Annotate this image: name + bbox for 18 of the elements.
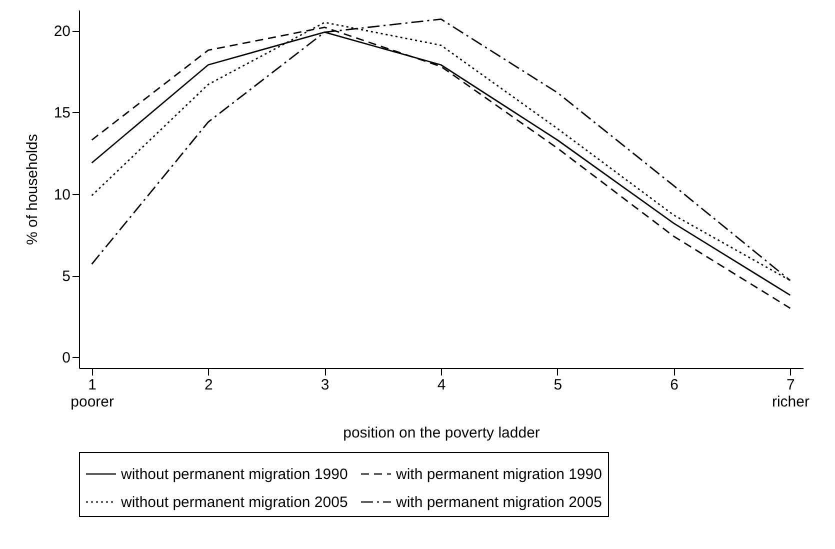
y-tick-label: 20 (54, 23, 70, 40)
legend-label: with permanent migration 2005 (395, 494, 602, 511)
y-tick-label: 10 (54, 186, 70, 204)
x-tick-label: 3 (320, 376, 330, 394)
y-tick-label: 0 (62, 350, 70, 367)
x-tick-label: 4 (437, 376, 446, 394)
x-tick-label: 7 richer (772, 376, 810, 410)
y-axis-title: % of households (24, 134, 41, 245)
x-tick-label: 2 (204, 376, 213, 394)
x-axis-title: position on the poverty ladder (343, 424, 540, 442)
legend-label: without permanent migration 1990 (120, 466, 348, 483)
x-tick-label: 6 (670, 376, 678, 394)
x-tick-label: 5 (554, 376, 562, 394)
legend-label: with permanent migration 1990 (395, 466, 602, 483)
y-tick-label: 5 (62, 268, 70, 286)
legend-label: without permanent migration 2005 (120, 494, 348, 511)
x-tick-label: 1 poorer (70, 376, 114, 410)
y-tick-label: 15 (54, 104, 70, 122)
